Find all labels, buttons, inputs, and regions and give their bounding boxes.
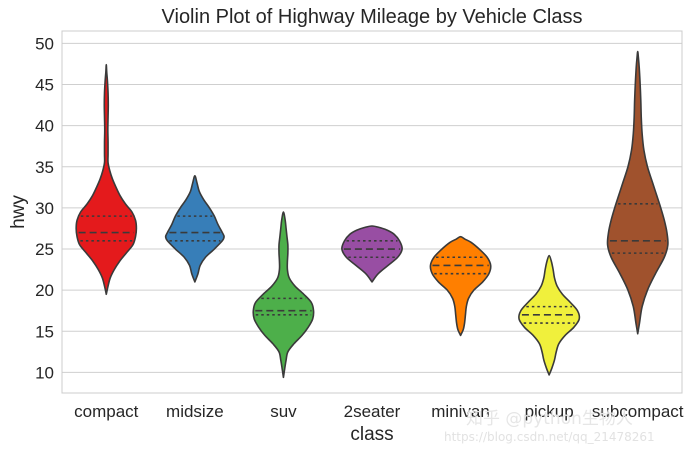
y-tick-label-50: 50 — [35, 34, 54, 53]
violin-body-2seater — [341, 225, 403, 283]
violin-subcompact — [606, 50, 669, 335]
x-tick-label-subcompact: subcompact — [592, 402, 684, 421]
gridlines — [62, 42, 682, 373]
x-tick-label-midsize: midsize — [166, 402, 224, 421]
x-tick-label-2seater: 2seater — [344, 402, 401, 421]
chart-title: Violin Plot of Highway Mileage by Vehicl… — [162, 6, 583, 28]
x-axis-label: class — [350, 424, 393, 445]
violin-body-subcompact — [606, 50, 669, 335]
violin-body-minivan — [429, 235, 492, 337]
y-tick-label-30: 30 — [35, 199, 54, 218]
violin-pickup — [518, 254, 581, 376]
y-tick-label-35: 35 — [35, 158, 54, 177]
y-tick-label-45: 45 — [35, 75, 54, 94]
x-tick-label-suv: suv — [270, 402, 297, 421]
y-tick-label-15: 15 — [35, 322, 54, 341]
plot-frame — [61, 30, 683, 394]
violin-minivan — [429, 235, 492, 337]
violin-midsize — [164, 175, 225, 283]
y-tick-labels: 10 15 20 25 30 35 40 45 50 — [35, 34, 54, 382]
x-tick-labels: compact midsize suv 2seater minivan pickup sub… — [74, 402, 684, 421]
y-tick-label-25: 25 — [35, 240, 54, 259]
y-tick-label-40: 40 — [35, 117, 54, 136]
watermark-url: https://blog.csdn.net/qq_21478261 — [444, 430, 655, 444]
y-tick-label-10: 10 — [35, 363, 54, 382]
violin-compact — [75, 63, 138, 296]
violin-body-compact — [75, 63, 138, 296]
x-tick-label-compact: compact — [74, 402, 139, 421]
x-tick-label-pickup: pickup — [525, 402, 574, 421]
violin-body-midsize — [164, 175, 225, 283]
y-axis-label: hwy — [8, 195, 29, 229]
x-tick-label-minivan: minivan — [431, 402, 490, 421]
y-tick-label-20: 20 — [35, 281, 54, 300]
violin-suv — [252, 211, 315, 379]
violin-body-suv — [252, 211, 315, 379]
violins — [75, 50, 669, 379]
watermark-text: 知乎 @python生物人 — [466, 409, 633, 429]
violin-2seater — [341, 225, 403, 283]
